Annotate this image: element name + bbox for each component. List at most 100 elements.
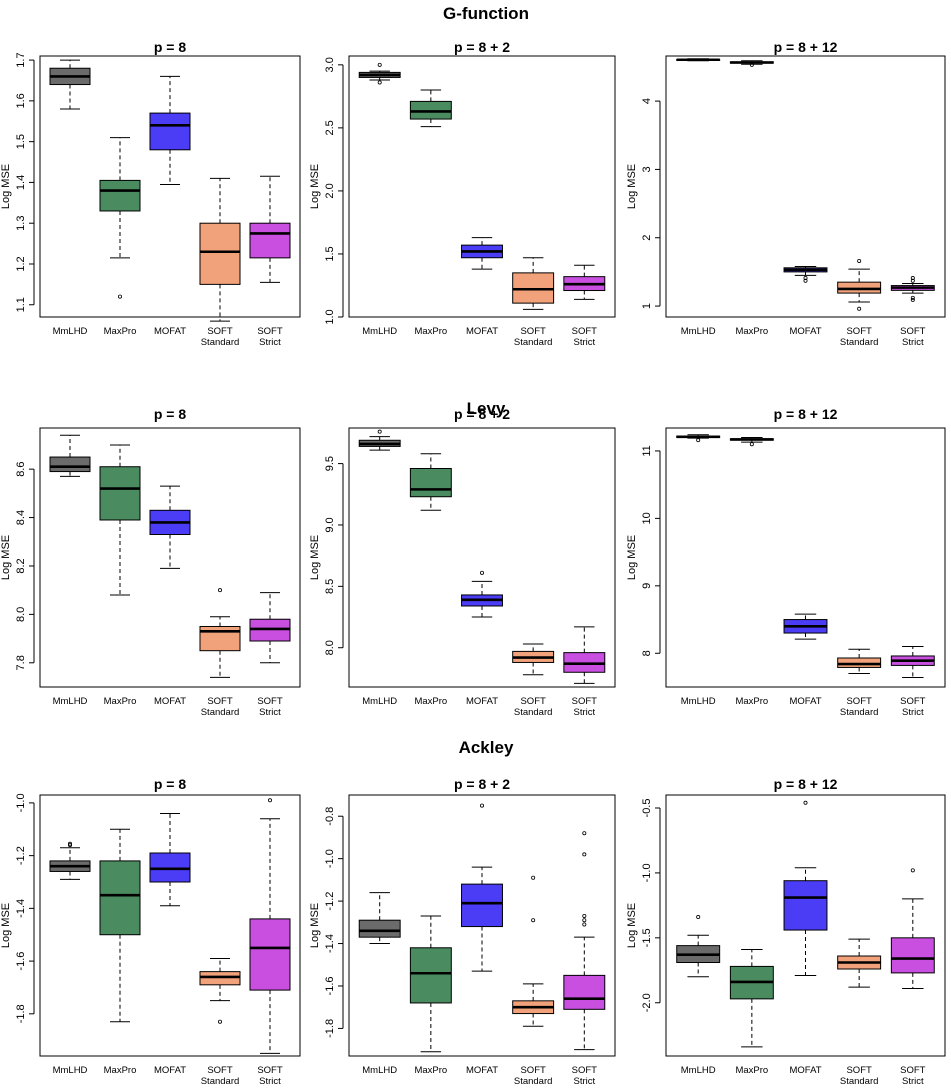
category-label: SOFT [257,326,283,337]
box-soft-standard [837,648,882,675]
category-label: SOFT [900,1065,926,1076]
box-mofat [783,613,828,640]
category-label: MmLHD [681,1065,716,1076]
y-tick-label: 8 [641,650,653,656]
box-soft-standard [837,938,882,988]
group-title-ackley: Ackley [459,738,514,757]
category-label: Standard [514,337,553,348]
y-tick-label: 1.5 [15,134,27,149]
category-label: SOFT [207,1065,233,1076]
box-maxpro [99,137,141,299]
box-mofat [783,800,828,976]
category-label: MaxPro [414,696,447,707]
panel-title: p = 8 + 12 [774,776,838,792]
group-title-g-function: G-function [443,4,529,23]
outlier-point [749,62,754,67]
category-label: MmLHD [53,326,88,337]
y-tick-label: -1.0 [324,849,336,868]
category-label: MmLHD [53,696,88,707]
plot-frame [39,55,301,318]
y-tick-label: 7.8 [15,655,27,670]
plot-frame [39,794,301,1057]
iqr-box [358,919,401,938]
panel-1-2: p = 8 + 2 1.0 1.5 2.0 2.5 3.0 Log MSE MmLHD MaxP… [309,39,616,348]
box-maxpro [409,915,452,1053]
category-label: MmLHD [681,326,716,337]
y-tick-label: 1.1 [15,297,27,312]
category-label: SOFT [520,326,546,337]
box-mofat [149,485,191,569]
iqr-box [409,947,452,1004]
y-axis-label: Log MSE [0,903,12,948]
box-soft-strict [249,798,291,1054]
category-label: SOFT [572,1065,598,1076]
y-tick-label: -1.2 [324,892,336,911]
box-mofat [461,570,503,618]
y-axis-label: Log MSE [0,164,12,209]
outlier-point [68,843,73,848]
outlier-point [217,1019,222,1024]
panel-title: p = 8 + 12 [774,39,838,55]
box-mmlhd [676,915,721,978]
box-mmlhd [358,62,401,85]
y-tick-label: 1.0 [324,309,336,324]
iqr-box [890,937,935,974]
outlier-point [749,442,754,447]
y-tick-label: 3 [641,166,653,172]
iqr-box [563,974,606,1010]
iqr-box [49,456,91,473]
category-label: Strict [259,707,281,718]
panel-title: p = 8 [154,776,187,792]
box-maxpro [409,453,452,511]
category-label: SOFT [572,696,598,707]
category-label: Standard [840,1076,879,1087]
category-label: Standard [201,1076,240,1087]
outlier-point [267,798,272,803]
iqr-box [409,468,452,498]
iqr-box [249,222,291,259]
category-label: MmLHD [362,1065,397,1076]
category-label: MOFAT [789,696,821,707]
outlier-point [217,588,222,593]
box-mofat [461,803,503,972]
iqr-box [783,880,828,931]
y-axis-label: Log MSE [626,164,638,209]
category-label: SOFT [257,696,283,707]
category-label: Standard [840,337,879,348]
category-label: SOFT [900,696,926,707]
box-maxpro [99,828,141,1023]
iqr-box [149,112,191,151]
outlier-point [910,276,915,281]
outlier-point [857,258,862,263]
box-soft-strict [249,175,291,283]
panel-3-2: p = 8 + 2 -1.8 -1.6 -1.4 -1.2 -1.0 -0.8 Log MSE… [309,776,616,1087]
group-title-levy: Levy [467,399,506,418]
panel-title: p = 8 + 2 [454,776,510,792]
y-tick-label: 9.5 [324,456,336,471]
box-soft-standard [512,257,555,310]
category-label: MaxPro [104,326,137,337]
y-axis-label: Log MSE [309,535,321,580]
y-tick-label: 9.0 [324,517,336,532]
box-maxpro [729,949,774,1048]
box-mmlhd [49,59,91,110]
panel-1-1: p = 8 1.1 1.2 1.3 1.4 1.5 1.6 1.7 Log MSE MmLHD Ma… [0,39,301,348]
y-axis-label: Log MSE [309,903,321,948]
plot-frame [348,794,616,1057]
y-tick-label: 1.7 [15,52,27,67]
y-tick-label: 8.6 [15,462,27,477]
outlier-point [582,852,587,857]
category-label: MmLHD [362,696,397,707]
outlier-point [582,831,587,836]
box-soft-strict [890,276,935,302]
category-label: Standard [514,707,553,718]
category-label: MOFAT [466,326,498,337]
y-tick-label: 8.2 [15,558,27,573]
category-label: MaxPro [414,326,447,337]
y-tick-label: 2 [641,235,653,241]
category-label: SOFT [257,1065,283,1076]
y-tick-label: -1.4 [324,934,336,953]
box-soft-strict [563,264,606,300]
category-label: Standard [514,1076,553,1087]
y-tick-label: 9 [641,583,653,589]
